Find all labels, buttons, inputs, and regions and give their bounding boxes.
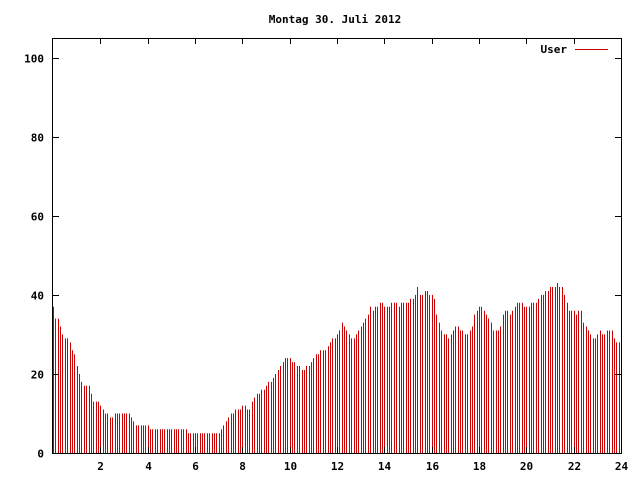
x-tick-label: 20 — [520, 460, 533, 473]
legend: User — [541, 43, 608, 56]
x-tick-label: 6 — [192, 460, 199, 473]
x-tick-label: 24 — [615, 460, 629, 473]
x-tick-label: 18 — [473, 460, 486, 473]
y-tick-label: 80 — [31, 132, 44, 145]
y-tick-label: 60 — [31, 211, 44, 224]
chart-title: Montag 30. Juli 2012 — [269, 13, 401, 26]
x-tick-label: 10 — [284, 460, 297, 473]
x-tick-label: 14 — [378, 460, 392, 473]
legend-label: User — [541, 43, 568, 56]
x-tick-label: 8 — [239, 460, 246, 473]
y-tick-label: 0 — [37, 448, 44, 461]
x-tick-label: 22 — [568, 460, 581, 473]
x-tick-label: 4 — [145, 460, 152, 473]
x-tick-label: 2 — [97, 460, 104, 473]
y-tick-label: 20 — [31, 369, 44, 382]
y-tick-label: 40 — [31, 290, 44, 303]
x-tick-label: 16 — [426, 460, 440, 473]
bars-group — [53, 283, 620, 453]
y-tick-label: 100 — [24, 53, 44, 66]
x-tick-label: 12 — [331, 460, 344, 473]
